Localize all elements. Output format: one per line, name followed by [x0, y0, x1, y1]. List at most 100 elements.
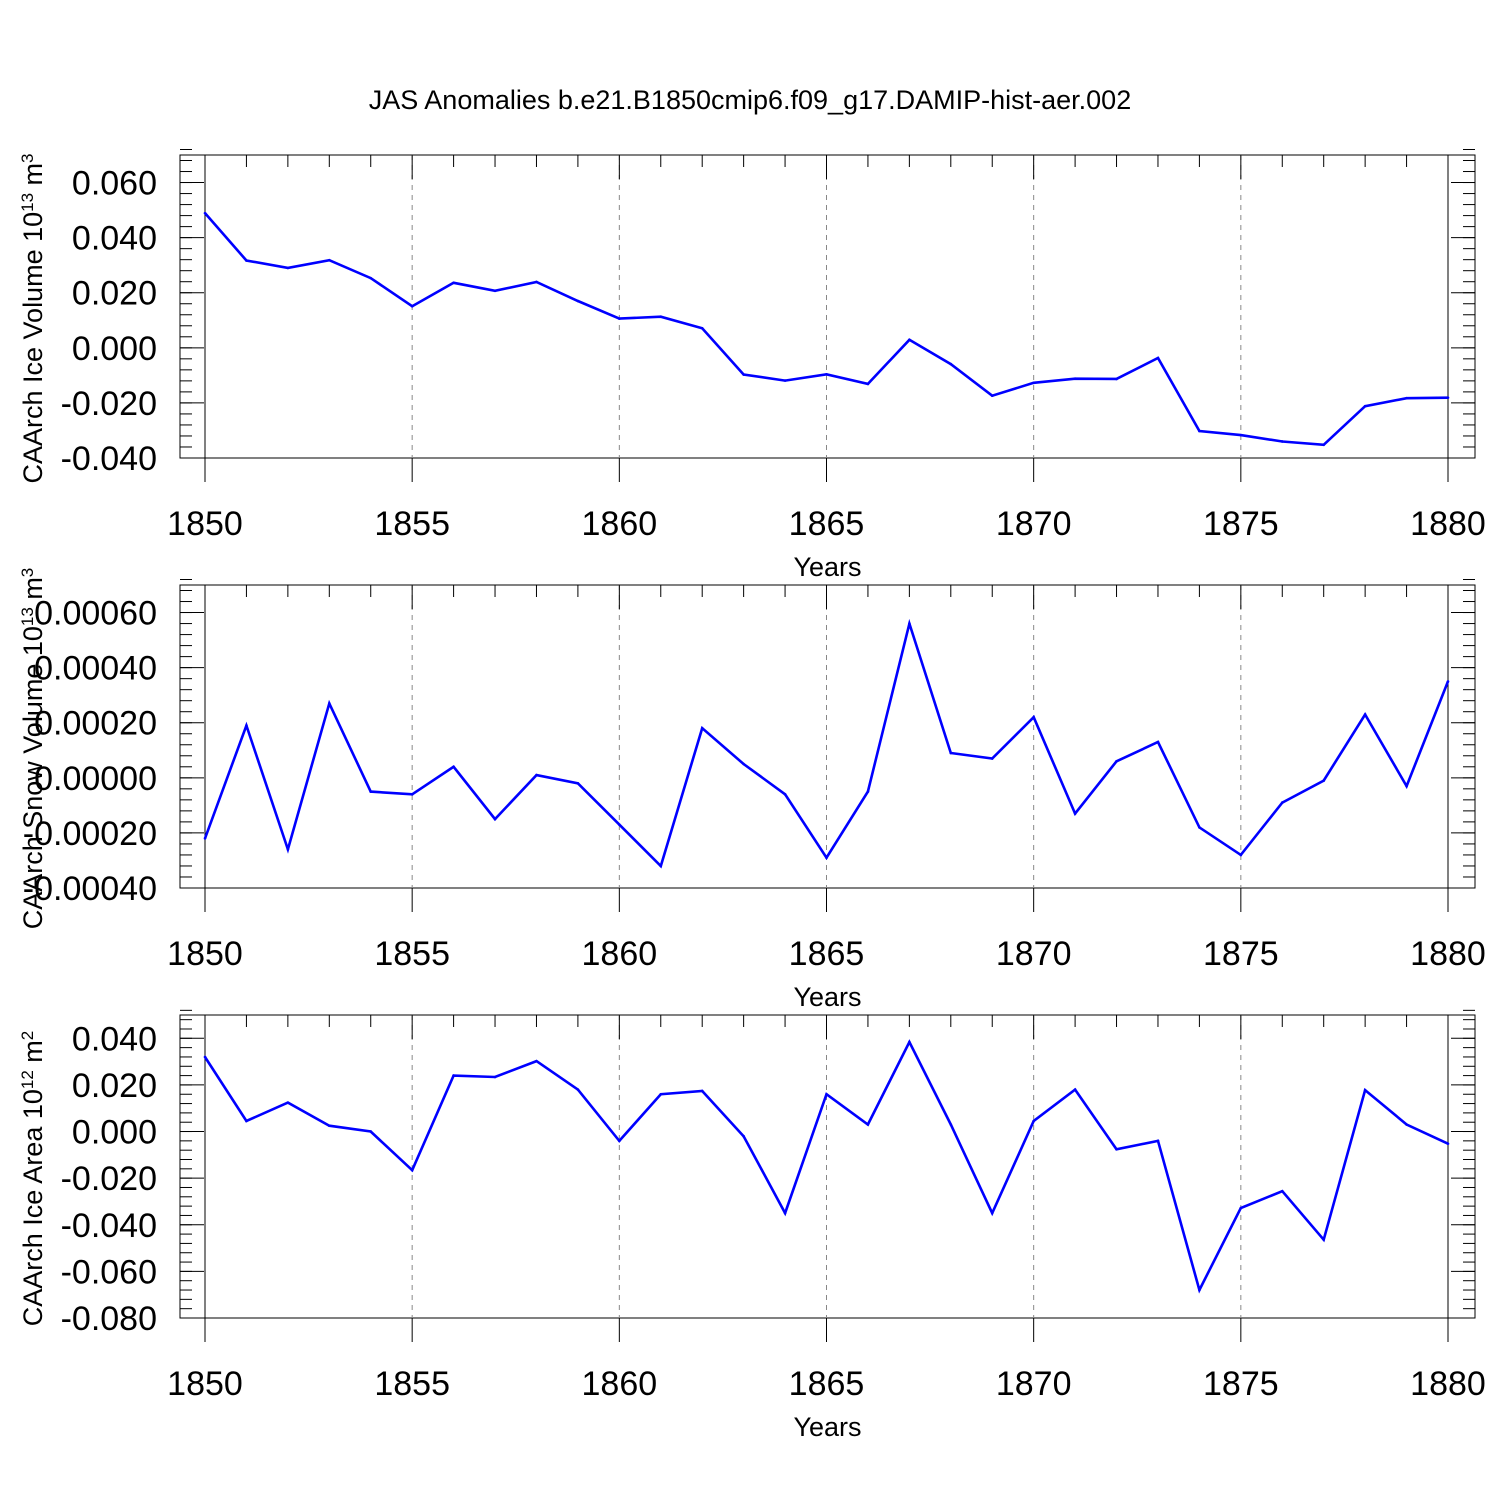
- data-point: [493, 289, 497, 293]
- data-point: [452, 281, 455, 285]
- y-tick-label: 0.000: [72, 1114, 157, 1152]
- y-axis-label-unit-exponent: 3: [18, 153, 37, 162]
- x-tick-label: 1865: [789, 1365, 865, 1403]
- y-axis-label-exponent: 13: [18, 193, 37, 212]
- data-point: [245, 1119, 248, 1123]
- y-axis-label: CAArch Ice Volume 1013 m3: [18, 153, 49, 483]
- data-point: [825, 856, 828, 859]
- data-point: [949, 751, 953, 755]
- data-point: [1280, 1189, 1284, 1193]
- data-point: [328, 1124, 331, 1128]
- y-tick-label: -0.020: [61, 385, 157, 423]
- y-tick-label: 0.000: [72, 330, 157, 368]
- data-point: [990, 1211, 994, 1215]
- y-tick-label: 0.040: [72, 1020, 157, 1058]
- x-tick-label: 1880: [1410, 935, 1486, 973]
- data-point: [493, 1075, 497, 1079]
- panel-1: 1850 1855 1860 1865 1870 1875 1880 -0.040 -0.020…: [18, 148, 1486, 582]
- data-point: [990, 394, 994, 398]
- y-axis-label-unit: m: [18, 577, 48, 607]
- chart-title: JAS Anomalies b.e21.B1850cmip6.f09_g17.D…: [369, 85, 1131, 115]
- data-point: [535, 280, 538, 284]
- y-tick-label: 0.020: [72, 275, 157, 313]
- data-point: [1156, 740, 1160, 744]
- y-tick-label: 0.00020: [34, 705, 157, 743]
- y-tick-label: 0.060: [72, 165, 157, 203]
- data-point: [286, 266, 290, 270]
- data-point: [1446, 1142, 1450, 1145]
- y-axis-label-unit: m: [18, 163, 48, 193]
- plot-frame: [179, 584, 1476, 889]
- data-point: [576, 299, 580, 303]
- data-point: [908, 1040, 911, 1044]
- data-point: [1156, 1139, 1160, 1143]
- data-point: [286, 848, 290, 851]
- x-tick-label: 1860: [582, 1365, 658, 1403]
- data-point: [618, 1139, 621, 1143]
- y-tick-label: 0.00060: [34, 595, 157, 633]
- data-point: [576, 782, 580, 785]
- panel-2: 1850 1855 1860 1865 1870 1875 1880 -0.00040 -0.0…: [18, 568, 1486, 1012]
- data-point: [783, 793, 787, 796]
- data-point: [866, 1123, 870, 1126]
- x-tick-label: 1870: [996, 1365, 1072, 1403]
- data-point: [245, 259, 248, 262]
- x-tick-label: 1855: [374, 935, 450, 973]
- data-point: [245, 724, 248, 727]
- data-point: [410, 793, 414, 796]
- data-point: [493, 817, 497, 821]
- data-point: [203, 211, 207, 215]
- data-point: [1115, 377, 1118, 381]
- y-tick-label: -0.020: [61, 1160, 157, 1198]
- x-tick-label: 1860: [582, 935, 658, 973]
- data-point: [1198, 429, 1201, 433]
- x-tick-label: 1875: [1203, 935, 1279, 973]
- y-tick-label: -0.080: [61, 1300, 157, 1338]
- data-point: [1322, 443, 1325, 447]
- y-axis-label-text: CAArch Ice Area 10: [18, 1089, 48, 1326]
- data-point: [1073, 812, 1077, 815]
- x-axis-label: Years: [793, 1412, 861, 1442]
- data-point: [1239, 1206, 1243, 1210]
- data-point: [700, 1089, 704, 1093]
- data-point: [1032, 715, 1035, 719]
- data-point: [452, 765, 455, 769]
- data-point: [576, 1088, 580, 1091]
- data-point: [783, 1211, 787, 1215]
- y-axis-label-unit-exponent: 2: [18, 1031, 37, 1040]
- y-axis-label: CAArch Ice Area 1012 m2: [18, 1031, 49, 1327]
- data-point: [1198, 826, 1201, 829]
- data-point: [908, 338, 911, 342]
- data-point: [1198, 1288, 1201, 1292]
- y-tick-label: 0.00040: [34, 650, 157, 688]
- x-tick-label: 1850: [167, 1365, 243, 1403]
- data-point: [949, 362, 953, 366]
- data-point: [1405, 784, 1408, 788]
- data-point: [1280, 801, 1284, 804]
- data-point: [1322, 779, 1325, 782]
- data-point: [535, 1059, 538, 1063]
- data-point: [949, 1123, 953, 1126]
- x-tick-label: 1870: [996, 935, 1072, 973]
- y-axis-label-text: CAArch Ice Volume 10: [18, 212, 48, 484]
- data-point: [908, 622, 911, 625]
- y-tick-label: 0.040: [72, 220, 157, 258]
- data-point: [866, 382, 870, 386]
- data-point: [990, 757, 994, 760]
- data-point: [1073, 1088, 1077, 1091]
- y-axis-label-exponent: 13: [18, 607, 37, 626]
- data-point: [1280, 440, 1284, 443]
- data-point: [1363, 1088, 1367, 1092]
- data-point: [742, 1134, 745, 1138]
- data-point: [535, 773, 538, 777]
- data-point: [1239, 433, 1243, 437]
- data-point: [1363, 404, 1367, 408]
- y-tick-label: -0.060: [61, 1253, 157, 1291]
- x-tick-label: 1880: [1410, 1365, 1486, 1403]
- x-tick-label: 1875: [1203, 505, 1279, 543]
- data-point: [286, 1101, 290, 1104]
- data-point: [369, 790, 373, 793]
- y-axis-label-unit-exponent: 3: [18, 568, 37, 577]
- data-point: [1032, 381, 1035, 385]
